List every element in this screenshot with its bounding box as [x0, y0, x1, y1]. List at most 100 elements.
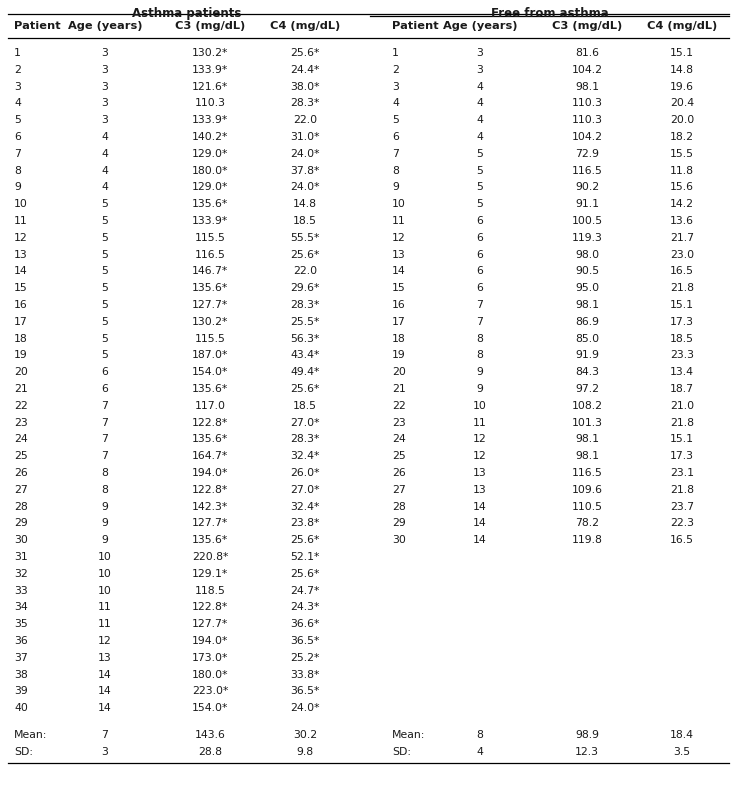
Text: 27: 27	[14, 485, 28, 495]
Text: 78.2: 78.2	[575, 519, 599, 529]
Text: 81.6: 81.6	[575, 48, 599, 58]
Text: 28.3*: 28.3*	[290, 434, 320, 444]
Text: 21.0: 21.0	[670, 401, 694, 411]
Text: 24: 24	[392, 434, 406, 444]
Text: 16: 16	[392, 300, 406, 310]
Text: 187.0*: 187.0*	[192, 351, 228, 360]
Text: 72.9: 72.9	[575, 149, 599, 159]
Text: 98.1: 98.1	[575, 434, 599, 444]
Text: 11: 11	[392, 216, 406, 226]
Text: 25.5*: 25.5*	[290, 317, 320, 327]
Text: 21.8: 21.8	[670, 283, 694, 293]
Text: 8: 8	[477, 730, 483, 740]
Text: 9: 9	[102, 519, 108, 529]
Text: 18: 18	[392, 333, 406, 344]
Text: 180.0*: 180.0*	[192, 670, 228, 679]
Text: 194.0*: 194.0*	[192, 636, 228, 646]
Text: 4: 4	[102, 132, 108, 142]
Text: 101.3: 101.3	[571, 418, 603, 428]
Text: 14: 14	[473, 502, 487, 511]
Text: 98.1: 98.1	[575, 82, 599, 91]
Text: 121.6*: 121.6*	[192, 82, 228, 91]
Text: 13.4: 13.4	[670, 367, 694, 377]
Text: 7: 7	[102, 401, 108, 411]
Text: 12: 12	[14, 232, 28, 243]
Text: 129.0*: 129.0*	[192, 182, 228, 192]
Text: 5: 5	[102, 266, 108, 277]
Text: 11.8: 11.8	[670, 165, 694, 176]
Text: 110.5: 110.5	[571, 502, 603, 511]
Text: 17: 17	[392, 317, 406, 327]
Text: 6: 6	[477, 232, 483, 243]
Text: 4: 4	[477, 747, 483, 757]
Text: 21: 21	[392, 384, 406, 394]
Text: 90.2: 90.2	[575, 182, 599, 192]
Text: 32: 32	[14, 569, 28, 579]
Text: 10: 10	[14, 199, 28, 209]
Text: 21.8: 21.8	[670, 418, 694, 428]
Text: 38: 38	[14, 670, 28, 679]
Text: 154.0*: 154.0*	[192, 367, 228, 377]
Text: 17: 17	[14, 317, 28, 327]
Text: 7: 7	[102, 418, 108, 428]
Text: 21.7: 21.7	[670, 232, 694, 243]
Text: 34: 34	[14, 602, 28, 612]
Text: 36: 36	[14, 636, 28, 646]
Text: 2: 2	[392, 65, 399, 75]
Text: 91.1: 91.1	[575, 199, 599, 209]
Text: 16: 16	[14, 300, 28, 310]
Text: 16.5: 16.5	[670, 266, 694, 277]
Text: 22: 22	[392, 401, 406, 411]
Text: 4: 4	[477, 115, 483, 125]
Text: 19: 19	[14, 351, 28, 360]
Text: 40: 40	[14, 703, 28, 713]
Text: 5: 5	[477, 149, 483, 159]
Text: 142.3*: 142.3*	[192, 502, 228, 511]
Text: 17.3: 17.3	[670, 452, 694, 461]
Text: 3: 3	[102, 48, 108, 58]
Text: 18: 18	[14, 333, 28, 344]
Text: 1: 1	[392, 48, 399, 58]
Text: 24.0*: 24.0*	[290, 703, 320, 713]
Text: 3: 3	[102, 115, 108, 125]
Text: 84.3: 84.3	[575, 367, 599, 377]
Text: 22.0: 22.0	[293, 266, 317, 277]
Text: 18.5: 18.5	[293, 401, 317, 411]
Text: 3: 3	[102, 82, 108, 91]
Text: 26: 26	[392, 468, 406, 478]
Text: 20.0: 20.0	[670, 115, 694, 125]
Text: 23.0: 23.0	[670, 250, 694, 259]
Text: 7: 7	[477, 317, 483, 327]
Text: 28.8: 28.8	[198, 747, 222, 757]
Text: C4 (mg/dL): C4 (mg/dL)	[270, 21, 340, 31]
Text: 4: 4	[477, 82, 483, 91]
Text: 11: 11	[473, 418, 487, 428]
Text: 5: 5	[102, 351, 108, 360]
Text: 5: 5	[102, 199, 108, 209]
Text: 27.0*: 27.0*	[290, 485, 320, 495]
Text: 55.5*: 55.5*	[290, 232, 320, 243]
Text: 3: 3	[14, 82, 21, 91]
Text: 4: 4	[477, 98, 483, 109]
Text: 49.4*: 49.4*	[290, 367, 320, 377]
Text: 140.2*: 140.2*	[192, 132, 228, 142]
Text: 8: 8	[477, 351, 483, 360]
Text: 11: 11	[98, 602, 112, 612]
Text: 95.0: 95.0	[575, 283, 599, 293]
Text: 122.8*: 122.8*	[192, 485, 228, 495]
Text: 9: 9	[392, 182, 399, 192]
Text: 24.3*: 24.3*	[290, 602, 320, 612]
Text: 30: 30	[392, 535, 406, 545]
Text: 14: 14	[98, 670, 112, 679]
Text: 3.5: 3.5	[674, 747, 691, 757]
Text: 27: 27	[392, 485, 406, 495]
Text: 133.9*: 133.9*	[192, 65, 228, 75]
Text: 194.0*: 194.0*	[192, 468, 228, 478]
Text: 10: 10	[98, 585, 112, 596]
Text: 22: 22	[14, 401, 28, 411]
Text: 6: 6	[477, 250, 483, 259]
Text: 9: 9	[477, 367, 483, 377]
Text: 18.5: 18.5	[670, 333, 694, 344]
Text: 116.5: 116.5	[572, 165, 602, 176]
Text: 11: 11	[98, 619, 112, 629]
